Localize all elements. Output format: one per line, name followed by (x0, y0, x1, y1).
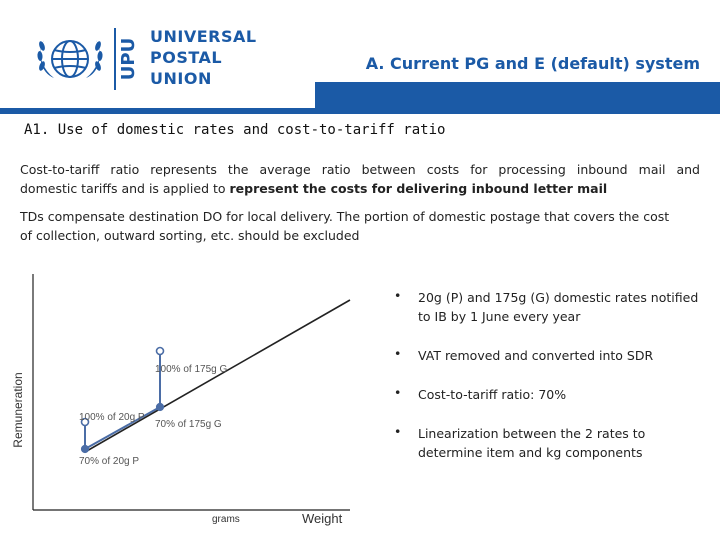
header-divider (0, 108, 720, 114)
bullet-text: 20g (P) and 175g (G) domestic rates noti… (418, 290, 699, 324)
header: UPU UNIVERSAL POSTAL UNION A. Current PG… (0, 0, 720, 114)
upu-emblem-icon: UPU (37, 28, 139, 90)
header-accent-bar (315, 82, 720, 110)
point-100-175g (155, 346, 165, 356)
paragraph1-line2: domestic tariffs and is applied to repre… (20, 179, 700, 198)
bullet-icon: • (394, 385, 402, 400)
section-subtitle: A1. Use of domestic rates and cost-to-ta… (24, 122, 446, 138)
org-name: UNIVERSAL POSTAL UNION (150, 26, 257, 89)
paragraph2-line2: of collection, outward sorting, etc. sho… (20, 228, 360, 243)
label-70-175g: 70% of 175g G (155, 419, 222, 430)
point-70-175g (155, 402, 165, 412)
bullet-text: Cost-to-tariff ratio: 70% (418, 387, 567, 402)
org-line-2: POSTAL (150, 48, 223, 67)
paragraph2-line1: TDs compensate destination DO for local … (20, 209, 670, 224)
page-title: A. Current PG and E (default) system (365, 54, 700, 73)
org-line-3: UNION (150, 69, 212, 88)
x-sub-label: grams (212, 514, 240, 525)
bullet-text: VAT removed and converted into SDR (418, 348, 654, 363)
paragraph1-line2-bold: represent the costs for delivering inbou… (229, 181, 608, 196)
label-100-175g: 100% of 175g G (155, 364, 227, 375)
bullet-icon: • (394, 346, 402, 361)
remuneration-diagram: Remuneration Weight grams 100% of 175g G… (11, 274, 351, 526)
paragraph-terminal-dues: TDs compensate destination DO for local … (20, 207, 700, 245)
org-line-1: UNIVERSAL (150, 27, 257, 46)
connector-20g-to-line (84, 406, 161, 450)
paragraph-cost-ratio: Cost-to-tariff ratio represents the aver… (20, 160, 700, 198)
label-100-20g: 100% of 20g P (79, 412, 145, 423)
x-axis-label: Weight (302, 511, 343, 526)
y-axis-label: Remuneration (11, 372, 25, 447)
label-70-20g: 70% of 20g P (79, 456, 139, 467)
paragraph1-line1: Cost-to-tariff ratio represents the aver… (20, 162, 700, 177)
point-100-20g (80, 417, 90, 427)
point-70-20g (80, 444, 90, 454)
bullet-text: Linearization between the 2 rates to det… (418, 426, 646, 460)
bullet-icon: • (394, 424, 402, 439)
bullet-icon: • (394, 288, 402, 303)
linearization-line (84, 299, 351, 453)
paragraph1-line2-plain: domestic tariffs and is applied to (20, 181, 230, 196)
upu-acronym: UPU (118, 38, 139, 80)
